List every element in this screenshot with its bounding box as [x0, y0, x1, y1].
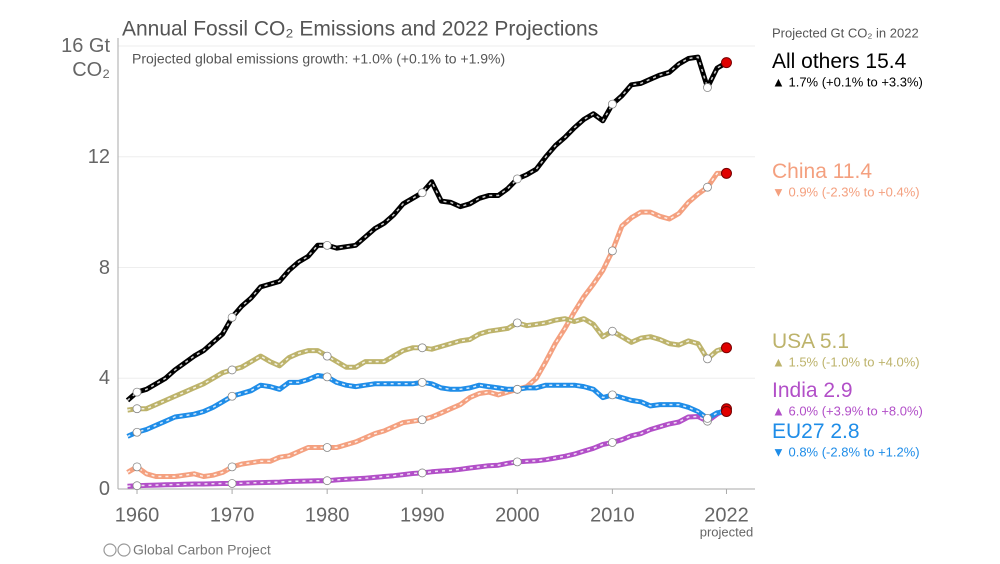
x-tick-label: 1980 — [305, 504, 350, 526]
point — [227, 312, 237, 322]
cc-icon — [103, 543, 131, 557]
point — [417, 188, 427, 198]
series-line — [126, 170, 727, 479]
projection-point — [720, 57, 732, 69]
point — [322, 443, 332, 452]
point — [703, 182, 712, 192]
x-tick-label: 1970 — [210, 504, 255, 526]
point — [512, 457, 522, 467]
point — [132, 387, 142, 397]
point — [703, 413, 712, 423]
x-annotation: projected — [700, 524, 753, 539]
legend-name: USA — [772, 330, 815, 353]
point — [607, 438, 617, 447]
point — [607, 246, 617, 256]
point — [227, 479, 237, 488]
y-tick-label-box: 12 — [87, 145, 110, 168]
point — [703, 354, 712, 364]
y-tick-label: 16 Gt CO₂ — [61, 35, 110, 81]
point — [607, 99, 617, 109]
y-tick-label-box: 4 — [98, 367, 110, 390]
y-tick-label-box: 8 — [98, 256, 110, 279]
legend-label: China 11.4 — [772, 160, 872, 183]
legend-growth: ▼ 0.8% (-2.8% to +1.2%) — [772, 444, 920, 459]
legend-growth: ▲ 1.7% (+0.1% to +3.3%) — [772, 74, 923, 89]
legend-value: 2.8 — [830, 420, 859, 443]
legend-label: India 2.9 — [772, 379, 853, 402]
legend-name: EU27 — [772, 420, 825, 443]
x-tick-label: 2000 — [495, 504, 540, 526]
y-tick-label-box: 0 — [98, 478, 110, 500]
chart-subtitle: Projected global emissions growth: +1.0%… — [132, 51, 505, 67]
point — [132, 404, 142, 414]
legend-value: 5.1 — [820, 330, 849, 353]
legend-growth: ▼ 0.9% (-2.3% to +0.4%) — [772, 184, 920, 199]
y-tick-label: 8 — [98, 256, 110, 279]
legend-value: 2.9 — [823, 379, 852, 402]
credit: Global Carbon Project — [133, 542, 271, 558]
legend-label: USA 5.1 — [772, 330, 849, 353]
y-tick-label-box: 16 Gt CO₂ — [61, 35, 110, 81]
legend-growth: ▲ 1.5% (-1.0% to +4.0%) — [772, 354, 920, 369]
series-line — [126, 373, 727, 439]
x-tick-label: 2022 — [704, 504, 749, 526]
point — [607, 390, 617, 400]
series-line-dash — [127, 408, 727, 487]
point — [703, 83, 712, 92]
y-tick-label: 4 — [98, 367, 110, 390]
series-line-dash — [127, 56, 727, 401]
point — [417, 468, 427, 478]
projection-point — [720, 405, 732, 417]
series-line-dash — [127, 172, 727, 478]
y-tick-label: 12 — [87, 145, 110, 168]
legend-name: India — [772, 379, 818, 402]
point — [512, 384, 522, 394]
point — [322, 351, 332, 361]
point — [132, 462, 142, 472]
legend-name: China — [772, 160, 827, 183]
x-tick-label: 1960 — [115, 504, 160, 526]
point — [322, 476, 332, 486]
point — [607, 326, 617, 336]
series-line — [127, 316, 728, 413]
point — [512, 174, 522, 184]
chart-title: Annual Fossil CO₂ Emissions and 2022 Pro… — [122, 18, 598, 41]
legend-title: Projected Gt CO₂ in 2022 — [772, 25, 919, 40]
point — [417, 378, 427, 387]
point — [132, 481, 142, 491]
legend-growth: ▲ 6.0% (+3.9% to +8.0%) — [772, 403, 923, 418]
point — [227, 365, 237, 375]
series-line-dash — [127, 317, 727, 411]
legend-label: EU27 2.8 — [772, 420, 860, 443]
point — [322, 372, 332, 382]
point — [227, 462, 237, 472]
point — [417, 343, 427, 353]
point — [417, 415, 427, 425]
legend-label: All others 15.4 — [772, 50, 907, 73]
point — [132, 427, 142, 437]
x-tick-label: 1990 — [400, 504, 445, 526]
legend-value: 15.4 — [865, 50, 906, 73]
projection-point — [720, 167, 732, 179]
point — [227, 391, 237, 401]
point — [512, 318, 522, 328]
series-line-dash — [127, 374, 727, 438]
legend-value: 11.4 — [833, 160, 873, 183]
projection-point — [720, 342, 732, 354]
x-tick-label: 2010 — [590, 504, 635, 526]
point — [322, 240, 332, 250]
legend-name: All others — [772, 50, 860, 73]
y-tick-label: 0 — [98, 478, 110, 500]
